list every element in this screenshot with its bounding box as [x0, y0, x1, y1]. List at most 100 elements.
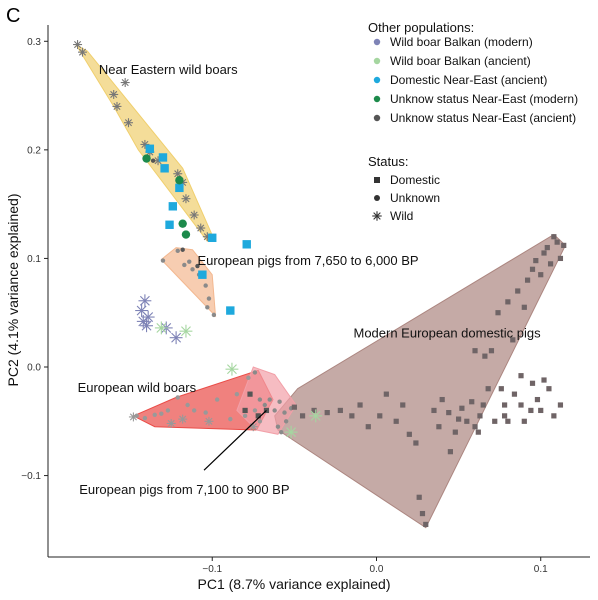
- data-point: [257, 419, 263, 424]
- data-point: [419, 510, 426, 517]
- data-point: [501, 402, 508, 408]
- data-point: [282, 410, 287, 415]
- data-point: [475, 429, 481, 435]
- data-point: [189, 210, 199, 220]
- data-point: [464, 418, 470, 424]
- region-label-european-wild-boars: European wild boars: [78, 380, 197, 395]
- data-point: [400, 402, 406, 408]
- data-point: [158, 153, 168, 162]
- data-point: [181, 230, 191, 239]
- data-point: [128, 412, 138, 422]
- legend-status-title: Status:: [368, 154, 408, 169]
- data-point: [140, 319, 153, 333]
- region-modern-european-domestic-pigs: [274, 233, 567, 529]
- data-point: [175, 183, 184, 193]
- data-point: [198, 270, 207, 279]
- data-point: [365, 424, 371, 430]
- points-layer: [73, 40, 567, 528]
- data-point: [182, 262, 187, 268]
- data-point: [272, 408, 277, 413]
- data-point: [165, 220, 174, 229]
- region-label-near-eastern-wild-boars: Near Eastern wild boars: [99, 62, 238, 77]
- data-point: [187, 259, 192, 264]
- legend-swatch: [373, 38, 381, 46]
- data-point: [547, 261, 554, 267]
- data-point: [561, 242, 567, 248]
- data-point: [528, 407, 534, 414]
- data-point: [175, 395, 180, 400]
- data-point: [169, 331, 183, 345]
- data-point: [234, 391, 240, 397]
- data-point: [423, 521, 429, 528]
- data-point: [166, 418, 176, 428]
- legend-item-wild-boar-balkan-ancient: Wild boar Balkan (ancient): [390, 54, 531, 68]
- data-point: [178, 219, 187, 228]
- data-point: [262, 402, 267, 408]
- data-point: [190, 267, 195, 272]
- legend-swatch: [373, 76, 381, 84]
- data-point: [112, 101, 122, 111]
- data-point: [521, 304, 527, 310]
- data-point: [123, 118, 133, 128]
- data-point: [436, 424, 442, 430]
- series-unknow-status-near-east-modern-unknown: [142, 154, 191, 239]
- data-point: [557, 402, 564, 408]
- data-point: [168, 202, 178, 211]
- legend-item-unknow-status-near-east-ancient: Unknow status Near-East (ancient): [390, 111, 576, 125]
- data-point: [541, 250, 547, 256]
- data-point: [541, 377, 547, 383]
- data-point: [324, 410, 330, 416]
- legend-status-marker: [374, 195, 380, 201]
- data-point: [160, 164, 169, 173]
- data-point: [205, 305, 210, 310]
- data-point: [242, 240, 251, 249]
- data-point: [152, 412, 157, 417]
- x-tick-label: 0.0: [370, 564, 384, 575]
- data-point: [349, 413, 355, 419]
- region-european-pigs-from-7-650-to-6-000-bp: [160, 247, 217, 318]
- data-point: [242, 413, 248, 419]
- data-point: [446, 410, 452, 416]
- region-labels-layer: Near Eastern wild boars European pigs fro…: [78, 62, 542, 497]
- data-point: [482, 353, 488, 359]
- x-tick-label: −0.1: [202, 564, 222, 575]
- series-modern-european-domestic-pigs-domestic: [291, 234, 567, 528]
- data-point: [252, 370, 258, 375]
- data-point: [498, 386, 504, 392]
- data-point: [495, 310, 501, 316]
- x-tick-label: 0.1: [534, 564, 548, 575]
- data-point: [551, 234, 557, 240]
- data-point: [518, 373, 524, 379]
- series-european-pigs-from-7-100-to-900-bp-domestic: [242, 391, 270, 419]
- data-point: [252, 408, 258, 413]
- data-point: [175, 176, 184, 185]
- data-point: [501, 413, 508, 419]
- data-point: [145, 144, 155, 153]
- series-european-wild-boars-unknown: [134, 375, 263, 424]
- x-axis-title: PC1 (8.7% variance explained): [198, 576, 391, 592]
- data-point: [510, 337, 516, 343]
- legend-item-domestic-near-east-ancient: Domestic Near-East (ancient): [390, 73, 547, 87]
- series-european-pigs-from-7-100-to-900-bp-unknown: [252, 370, 294, 435]
- data-point: [267, 397, 272, 402]
- region-label-european-pigs-from-7-650-to-6-000-bp: European pigs from 7,650 to 6,000 BP: [197, 253, 418, 268]
- data-point: [393, 418, 399, 424]
- data-point: [291, 404, 297, 410]
- data-point: [309, 409, 323, 423]
- series-wild-boar-balkan-modern-wild: [135, 294, 183, 345]
- data-point: [299, 413, 306, 419]
- legend-status-domestic: Domestic: [390, 173, 440, 187]
- legend-status-marker: [374, 177, 380, 183]
- data-point: [551, 413, 557, 419]
- legend-item-wild-boar-balkan-modern: Wild boar Balkan (modern): [390, 35, 533, 49]
- data-point: [283, 419, 289, 424]
- data-point: [377, 413, 383, 419]
- y-tick-label: −0.1: [21, 471, 41, 482]
- data-point: [505, 299, 511, 305]
- data-point: [431, 407, 437, 414]
- series-near-eastern-wild-boars-wild: [73, 40, 212, 242]
- panel-letter: C: [6, 5, 20, 27]
- data-point: [178, 414, 188, 424]
- data-point: [204, 416, 214, 426]
